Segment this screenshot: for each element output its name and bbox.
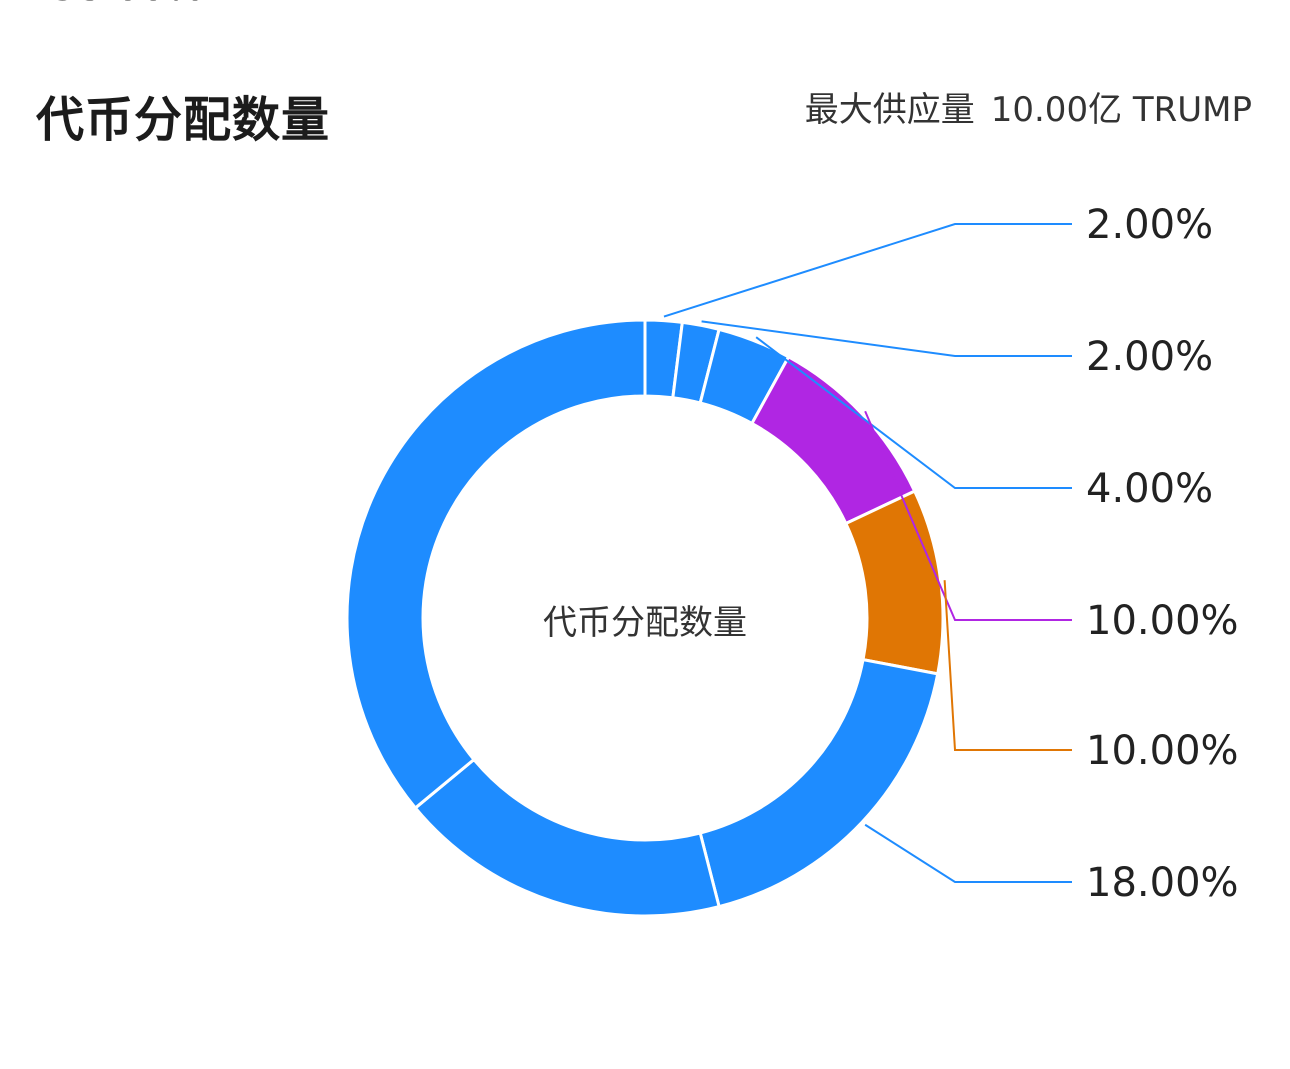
donut-slices — [345, 318, 945, 918]
slice-label: 18.00% — [1086, 860, 1239, 906]
label-leader-line — [864, 823, 1072, 883]
donut-center-label: 代币分配数量 — [543, 603, 747, 643]
max-supply-value: 10.00亿 TRUMP — [990, 90, 1252, 130]
max-supply-label: 最大供应量 — [804, 90, 975, 130]
donut-slice[interactable] — [698, 657, 940, 909]
label-leader-line — [663, 223, 1072, 318]
label-leader-line — [864, 410, 1072, 621]
label-leader-line — [755, 336, 1072, 489]
slice-labels: 2.00%2.00%4.00%10.00%10.00%18.00%18.00%3… — [51, 0, 1238, 906]
label-leader-line — [943, 580, 1072, 751]
slice-label: 10.00% — [1086, 598, 1239, 644]
donut-slice[interactable] — [843, 489, 945, 676]
label-leader-lines — [663, 223, 1072, 883]
slice-label: 36.00% — [51, 0, 204, 10]
donut-slice[interactable] — [413, 757, 721, 918]
slice-label: 18.00% — [51, 0, 204, 10]
max-supply: 最大供应量 10.00亿 TRUMP — [805, 82, 1252, 131]
donut-slice[interactable] — [749, 354, 917, 526]
donut-slice[interactable] — [345, 318, 647, 811]
slice-label: 4.00% — [1086, 466, 1213, 512]
page-title: 代币分配数量 — [36, 92, 331, 148]
slice-label: 2.00% — [1086, 334, 1213, 380]
label-leader-line — [701, 320, 1072, 357]
slice-label: 2.00% — [1086, 202, 1213, 248]
slice-label: 10.00% — [1086, 728, 1239, 774]
